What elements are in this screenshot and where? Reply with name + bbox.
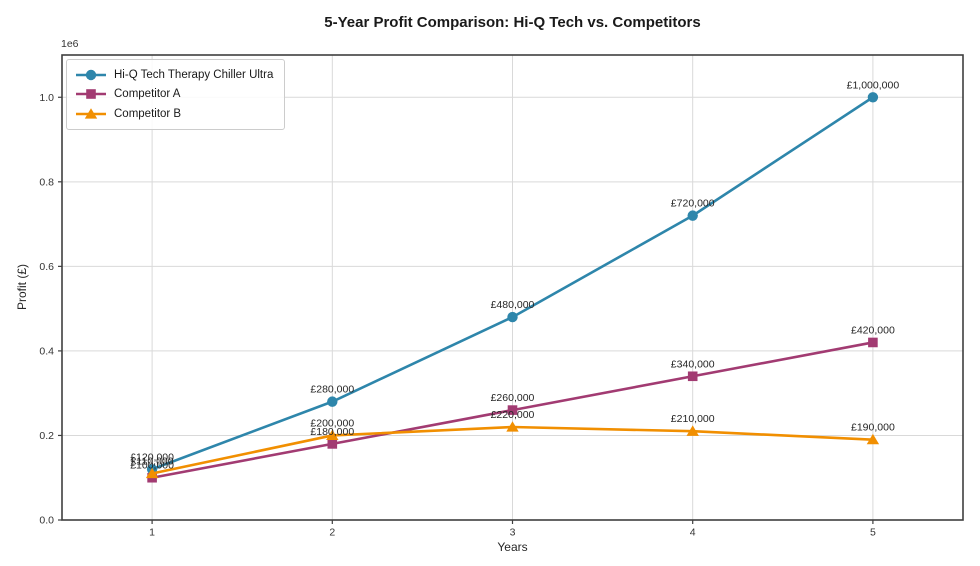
data-label-hi-q-tech-therapy-chiller-ultra-year-5: £1,000,000 bbox=[847, 79, 900, 91]
data-label-competitor-a-year-2: £180,000 bbox=[310, 426, 354, 438]
data-point-competitor-a-year-2[interactable] bbox=[327, 439, 338, 449]
data-label-hi-q-tech-therapy-chiller-ultra-year-1: £120,000 bbox=[130, 451, 174, 463]
x-tick-label: 2 bbox=[329, 527, 335, 539]
x-tick-label: 1 bbox=[149, 527, 155, 539]
y-tick-label: 0.4 bbox=[39, 345, 54, 357]
data-label-competitor-a-year-1: £100,000 bbox=[130, 460, 174, 472]
data-label-competitor-b-year-1: £110,000 bbox=[131, 456, 174, 468]
legend-item-competitor-a[interactable]: Competitor A bbox=[75, 85, 273, 105]
y-axis-offset-label: 1e6 bbox=[61, 38, 79, 50]
data-label-competitor-b-year-5: £190,000 bbox=[851, 422, 895, 434]
data-label-hi-q-tech-therapy-chiller-ultra-year-3: £480,000 bbox=[491, 299, 535, 311]
data-point-hi-q-tech-therapy-chiller-ultra-year-5[interactable] bbox=[867, 92, 879, 103]
y-tick-label: 0.8 bbox=[39, 176, 54, 188]
legend-square-marker-icon bbox=[86, 89, 96, 100]
legend-triangle-marker-icon bbox=[84, 107, 98, 119]
data-point-competitor-a-year-4[interactable] bbox=[687, 371, 698, 382]
data-label-competitor-a-year-5: £420,000 bbox=[851, 324, 895, 336]
data-point-competitor-b-year-5[interactable] bbox=[866, 433, 880, 445]
data-point-competitor-a-year-3[interactable] bbox=[507, 405, 518, 415]
data-point-competitor-b-year-3[interactable] bbox=[506, 421, 519, 432]
triangle-marker-icon bbox=[76, 107, 106, 119]
data-label-competitor-b-year-2: £200,000 bbox=[310, 417, 354, 429]
x-axis-label: Years bbox=[497, 540, 528, 554]
x-tick-label: 4 bbox=[690, 527, 696, 539]
data-label-competitor-b-year-3: £220,000 bbox=[491, 409, 535, 421]
legend: Hi-Q Tech Therapy Chiller Ultra Competito… bbox=[66, 59, 286, 130]
data-label-competitor-a-year-4: £340,000 bbox=[671, 358, 715, 370]
data-point-competitor-b-year-2[interactable] bbox=[326, 429, 339, 441]
y-tick-label: 0.2 bbox=[39, 430, 54, 442]
legend-item-label: Competitor B bbox=[114, 107, 182, 120]
legend-circle-marker-icon bbox=[85, 69, 97, 80]
data-point-hi-q-tech-therapy-chiller-ultra-year-4[interactable] bbox=[687, 210, 698, 221]
data-label-hi-q-tech-therapy-chiller-ultra-year-4: £720,000 bbox=[671, 198, 715, 210]
data-point-hi-q-tech-therapy-chiller-ultra-year-2[interactable] bbox=[327, 396, 338, 407]
data-point-competitor-a-year-5[interactable] bbox=[868, 337, 878, 348]
data-point-hi-q-tech-therapy-chiller-ultra-year-3[interactable] bbox=[507, 311, 518, 323]
y-tick-label: 1.0 bbox=[39, 92, 54, 104]
x-tick-label: 3 bbox=[510, 527, 516, 539]
circle-marker-icon bbox=[76, 69, 106, 80]
x-tick-label: 5 bbox=[870, 527, 876, 539]
legend-item-label: Hi-Q Tech Therapy Chiller Ultra bbox=[114, 68, 274, 81]
legend-item-competitor-b[interactable]: Competitor B bbox=[75, 104, 273, 124]
data-point-competitor-b-year-1[interactable] bbox=[145, 467, 159, 479]
data-label-competitor-a-year-3: £260,000 bbox=[491, 392, 535, 404]
data-label-hi-q-tech-therapy-chiller-ultra-year-2: £280,000 bbox=[310, 384, 354, 396]
square-marker-icon bbox=[76, 89, 106, 100]
data-label-competitor-b-year-4: £210,000 bbox=[671, 413, 715, 425]
y-tick-label: 0.0 bbox=[39, 515, 54, 527]
data-point-competitor-b-year-4[interactable] bbox=[686, 425, 699, 436]
legend-item-label: Competitor A bbox=[114, 88, 181, 101]
y-tick-label: 0.6 bbox=[39, 261, 54, 273]
chart-title: 5-Year Profit Comparison: Hi-Q Tech vs. … bbox=[324, 14, 701, 31]
legend-item-hi-q-tech-therapy-chiller-ultra[interactable]: Hi-Q Tech Therapy Chiller Ultra bbox=[75, 65, 273, 85]
